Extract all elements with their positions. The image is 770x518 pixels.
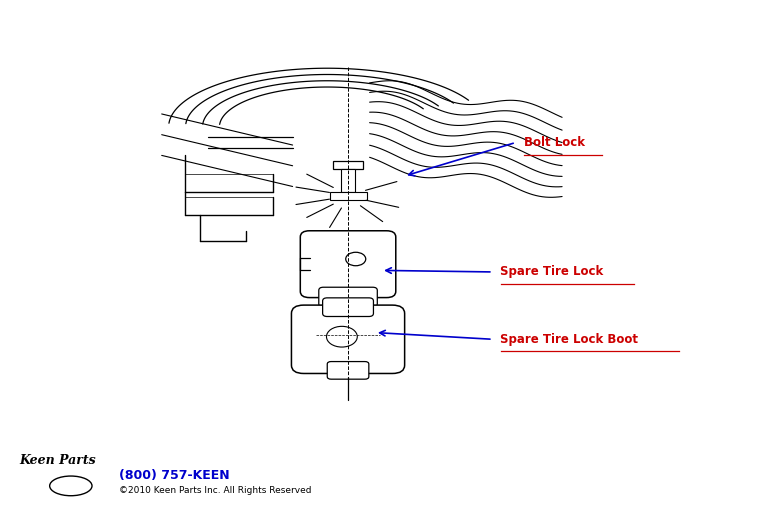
Text: Spare Tire Lock: Spare Tire Lock — [500, 265, 604, 279]
Text: (800) 757-KEEN: (800) 757-KEEN — [119, 469, 230, 482]
Text: Bolt Lock: Bolt Lock — [524, 136, 584, 149]
Polygon shape — [330, 192, 367, 200]
Text: Spare Tire Lock Boot: Spare Tire Lock Boot — [500, 333, 638, 346]
FancyBboxPatch shape — [291, 305, 405, 373]
Polygon shape — [333, 161, 363, 169]
FancyBboxPatch shape — [319, 287, 377, 307]
Text: Keen Parts: Keen Parts — [19, 454, 96, 467]
FancyBboxPatch shape — [300, 231, 396, 298]
FancyBboxPatch shape — [327, 362, 369, 379]
FancyBboxPatch shape — [323, 298, 373, 316]
Text: ©2010 Keen Parts Inc. All Rights Reserved: ©2010 Keen Parts Inc. All Rights Reserve… — [119, 486, 312, 495]
Polygon shape — [341, 169, 355, 192]
